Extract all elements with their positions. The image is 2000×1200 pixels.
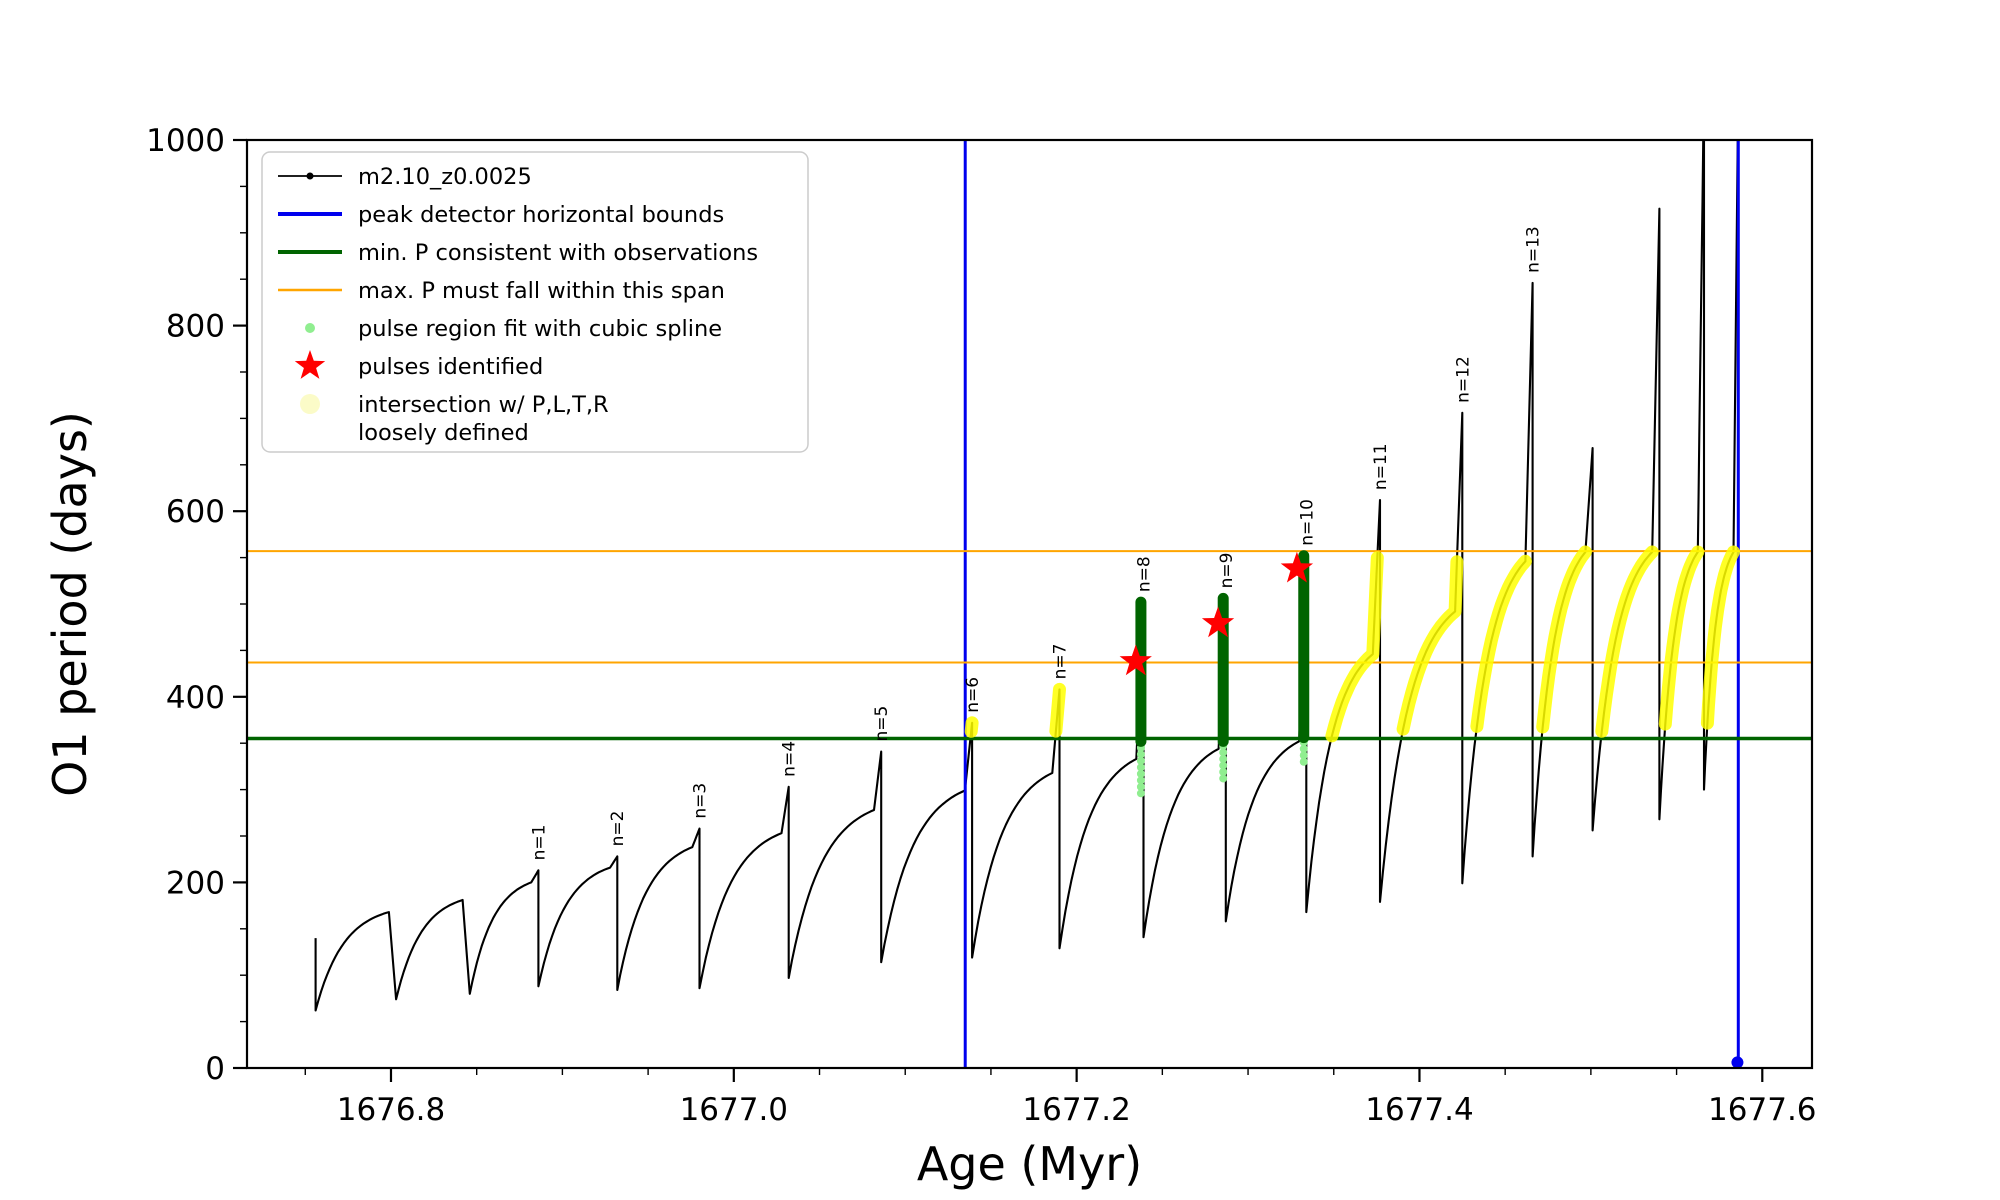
intersection-overlay: [964, 545, 1740, 743]
legend-label: pulse region fit with cubic spline: [358, 316, 722, 342]
legend-label: m2.10_z0.0025: [358, 164, 532, 190]
intersection-segment: [1658, 545, 1705, 731]
peak-labels: n=1 n=2 n=3 n=4 n=5 n=6 n=7 n=8 n=9 n=10 n=11 n=12 n…: [529, 226, 1543, 860]
intersection-segment: [1470, 554, 1532, 733]
intersection-segment: [1595, 545, 1659, 738]
peak-label: n=4: [780, 741, 800, 777]
pulse-star-icon: [1280, 551, 1314, 583]
x-tick-label: 1677.0: [680, 1092, 788, 1128]
peak-label: n=11: [1371, 443, 1391, 490]
y-tick-label: 800: [166, 309, 225, 345]
intersection-segment: [1049, 682, 1066, 738]
main-series-curve: [314, 140, 1740, 1068]
intersection-segment: [964, 716, 979, 738]
peak-label: n=7: [1050, 644, 1070, 680]
peak-bound-base-dot: [1731, 1056, 1744, 1068]
peak-label: n=10: [1297, 499, 1317, 546]
intersection-segment: [1396, 555, 1464, 736]
peak-label: n=3: [691, 783, 711, 819]
axes: 1676.8 1677.0 1677.2 1677.4 1677.6 0 200 400 600…: [43, 123, 1817, 1191]
peak-label: n=13: [1524, 226, 1544, 273]
pulse-fit-dot: [1136, 776, 1145, 785]
y-tick-label: 0: [205, 1051, 225, 1087]
y-axis-title: O1 period (days): [43, 411, 97, 797]
legend-label: pulses identified: [358, 354, 543, 380]
pulse-fit-dot: [1136, 782, 1145, 791]
pulse-fit-dot: [1219, 767, 1228, 776]
legend-box: [261, 151, 809, 453]
peak-label: n=12: [1453, 356, 1473, 403]
pulse-fit-dot: [1136, 750, 1145, 759]
x-axis-title: Age (Myr): [917, 1137, 1142, 1191]
peak-label: n=1: [529, 824, 549, 860]
x-tick-label: 1677.2: [1022, 1092, 1130, 1128]
x-tick-label: 1677.6: [1708, 1092, 1816, 1128]
pulse-fit-dot: [1136, 789, 1145, 798]
y-tick-label: 400: [166, 680, 225, 716]
pulse-fit-dot: [1136, 763, 1145, 772]
legend-label: intersection w/ P,L,T,R: [358, 392, 609, 418]
pulse-star-icon: [1119, 644, 1152, 676]
legend-label: max. P must fall within this span: [358, 278, 725, 304]
legend-label: peak detector horizontal bounds: [358, 202, 724, 228]
pulse-fit-dot: [1219, 748, 1228, 757]
y-tick-label: 200: [166, 865, 225, 901]
pulse-fit-dot: [1299, 757, 1308, 766]
pulse-fit-dot: [1299, 744, 1308, 753]
pulse-fit-dot: [1219, 754, 1228, 763]
pulse-star-icon: [1201, 606, 1235, 638]
peak-label: n=5: [872, 706, 892, 742]
legend-label-line2: loosely defined: [358, 420, 529, 446]
peak-label: n=6: [963, 677, 983, 713]
x-tick-label: 1676.8: [337, 1092, 445, 1128]
y-tick-label: 600: [166, 494, 225, 530]
reference-lines: [247, 140, 1812, 1068]
pulse-fit-dot: [1219, 774, 1228, 783]
pulse-fit-dot: [1299, 751, 1308, 760]
intersection-segment: [1325, 551, 1384, 743]
x-tick-label: 1677.4: [1365, 1092, 1473, 1128]
plot-area: [247, 140, 1812, 1068]
legend-label: min. P consistent with observations: [358, 240, 758, 266]
peak-label: n=9: [1217, 553, 1237, 589]
pulse-stars: [1119, 551, 1314, 676]
pulse-fit-dot: [1136, 756, 1145, 765]
peak-label: n=8: [1134, 556, 1154, 592]
pulse-fit-dot: [1136, 769, 1145, 778]
y-tick-label: 1000: [146, 123, 225, 159]
intersection-segment: [1536, 545, 1592, 734]
pulse-fit-dot: [1219, 761, 1228, 770]
intersection-segment: [1700, 545, 1740, 730]
peak-label: n=2: [608, 811, 628, 847]
